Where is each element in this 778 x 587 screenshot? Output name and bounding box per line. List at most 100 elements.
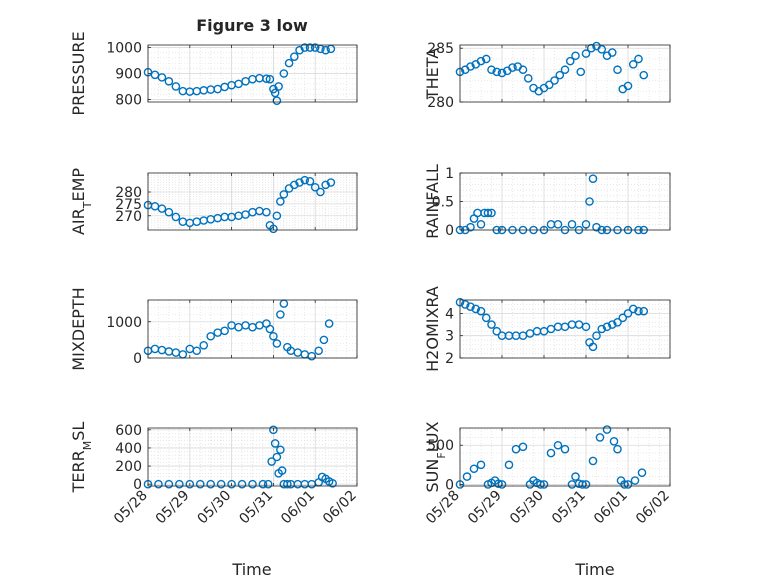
data-point <box>602 425 612 434</box>
data-point <box>283 479 292 489</box>
data-point <box>560 65 570 75</box>
data-point <box>497 480 507 489</box>
data-point <box>262 74 271 83</box>
data-point <box>588 342 598 352</box>
data-point <box>300 175 310 185</box>
data-point <box>276 310 285 319</box>
x-axis-label-right: Time <box>574 560 614 579</box>
y-tick-label: 3 <box>445 329 454 345</box>
data-point <box>265 324 275 334</box>
data-point <box>469 464 479 474</box>
data-point <box>581 322 591 332</box>
data-point <box>263 479 273 489</box>
data-point <box>274 82 283 91</box>
data-point <box>637 468 647 477</box>
y-tick-label: 0.5 <box>432 195 454 211</box>
data-point <box>504 460 514 470</box>
x-tick-label: 06/01 <box>591 488 631 528</box>
y-tick-label: 0 <box>445 477 454 493</box>
y-tick-label: 280 <box>427 95 454 111</box>
data-point <box>466 222 475 232</box>
y-axis-label: TERRMSL <box>69 422 94 494</box>
y-tick-label: 0 <box>133 477 142 493</box>
axes-box <box>147 172 358 231</box>
data-point <box>487 65 496 75</box>
data-point <box>310 43 320 52</box>
data-point <box>613 444 622 454</box>
y-tick-label: 900 <box>115 67 142 83</box>
plot-area <box>460 428 670 486</box>
data-point <box>571 51 580 61</box>
data-point <box>588 174 598 183</box>
data-point <box>270 88 280 98</box>
data-point <box>326 178 336 187</box>
data-point <box>565 56 575 66</box>
data-point <box>476 56 486 66</box>
x-tick-label: 05/29 <box>465 488 505 528</box>
data-point <box>321 180 330 190</box>
data-point <box>623 480 633 489</box>
data-point <box>553 219 563 229</box>
x-tick-label: 06/01 <box>278 488 318 528</box>
data-point <box>628 304 638 314</box>
data-point <box>462 472 472 481</box>
data-point <box>546 448 556 458</box>
data-point <box>639 70 649 80</box>
data-point <box>310 182 320 192</box>
data-point <box>607 48 617 57</box>
data-point <box>295 178 304 187</box>
y-axis-label: SUNFLUX <box>423 421 448 492</box>
data-point <box>518 442 528 452</box>
x-tick-label: 05/30 <box>195 488 235 528</box>
x-tick-label: 06/02 <box>320 488 360 528</box>
data-point <box>276 197 285 206</box>
y-tick-label: 275 <box>115 197 142 213</box>
data-point <box>277 466 287 475</box>
data-point <box>544 80 554 90</box>
subplot-7: 0 200 400 600 05/28 05/29 05/30 05/31 06/01 06/02… <box>69 422 360 528</box>
data-point <box>523 74 533 83</box>
axes-box <box>459 44 671 103</box>
y-tick-label: 600 <box>115 423 142 439</box>
data-point <box>623 309 633 318</box>
data-point <box>279 190 289 199</box>
x-tick-label: 05/29 <box>153 488 193 528</box>
data-point <box>581 480 591 489</box>
x-tick-label: 05/31 <box>549 488 589 528</box>
data-point <box>305 43 315 52</box>
axes-box <box>459 427 671 487</box>
data-point <box>319 335 329 345</box>
data-point <box>476 219 486 229</box>
data-point <box>171 212 181 222</box>
data-point <box>597 45 607 54</box>
data-point <box>466 302 475 311</box>
y-axis-label: H2OMIXRA <box>423 286 442 372</box>
data-point <box>270 439 280 448</box>
data-point <box>314 346 323 356</box>
data-point <box>171 82 181 91</box>
data-point <box>289 52 299 61</box>
data-point <box>269 425 278 435</box>
data-point <box>199 341 209 350</box>
data-point <box>248 479 257 489</box>
axes-box <box>459 299 671 359</box>
data-point <box>157 204 167 213</box>
data-point <box>466 62 475 71</box>
data-point <box>267 457 276 466</box>
data-point <box>555 70 565 80</box>
data-point <box>634 54 643 64</box>
axes-box <box>147 299 358 359</box>
data-point <box>607 320 617 329</box>
figure-title: Figure 3 low <box>196 16 308 35</box>
data-point <box>324 319 334 328</box>
data-point <box>476 306 486 316</box>
data-point <box>195 479 205 489</box>
data-point <box>481 313 491 323</box>
data-point <box>216 479 226 489</box>
y-tick-label: 4 <box>445 306 454 322</box>
x-tick-label: 05/30 <box>507 488 547 528</box>
y-tick-label: 2 <box>445 351 454 367</box>
